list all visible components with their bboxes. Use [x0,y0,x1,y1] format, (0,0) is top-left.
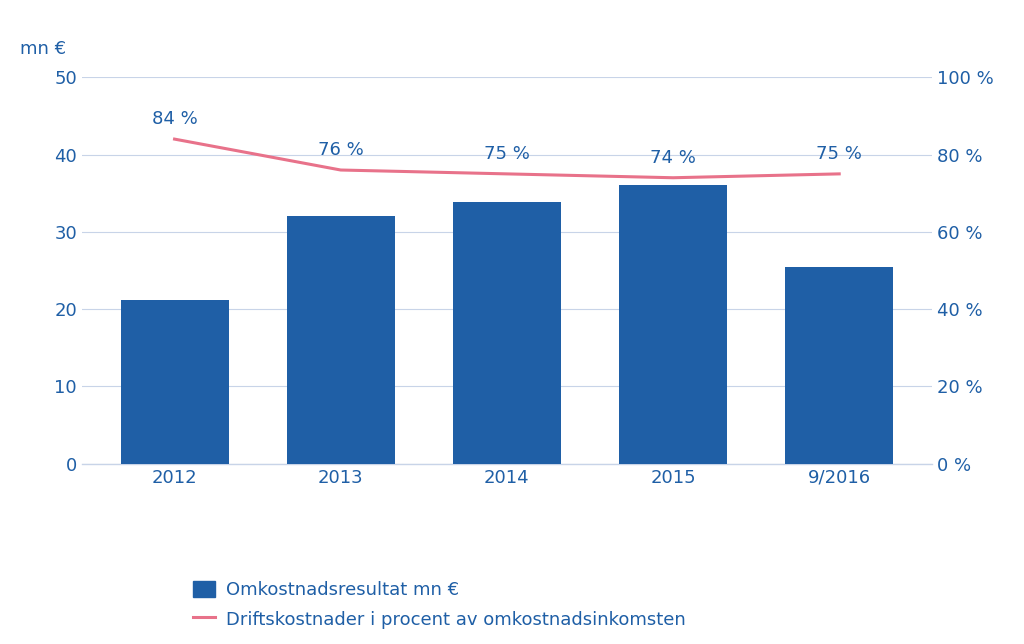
Bar [785,267,893,464]
Bar [453,202,561,464]
Bar [121,300,228,464]
Legend: Omkostnadsresultat mn €, Driftskostnader i procent av omkostnadsinkomsten: Omkostnadsresultat mn €, Driftskostnader… [194,581,686,629]
Text: 84 %: 84 % [152,110,198,128]
Bar [287,216,394,464]
Text: 75 %: 75 % [484,145,529,163]
Text: mn €: mn € [20,40,67,58]
Text: 75 %: 75 % [816,145,862,163]
Text: 76 %: 76 % [317,141,364,159]
Text: 74 %: 74 % [650,149,696,167]
Bar [620,185,727,464]
